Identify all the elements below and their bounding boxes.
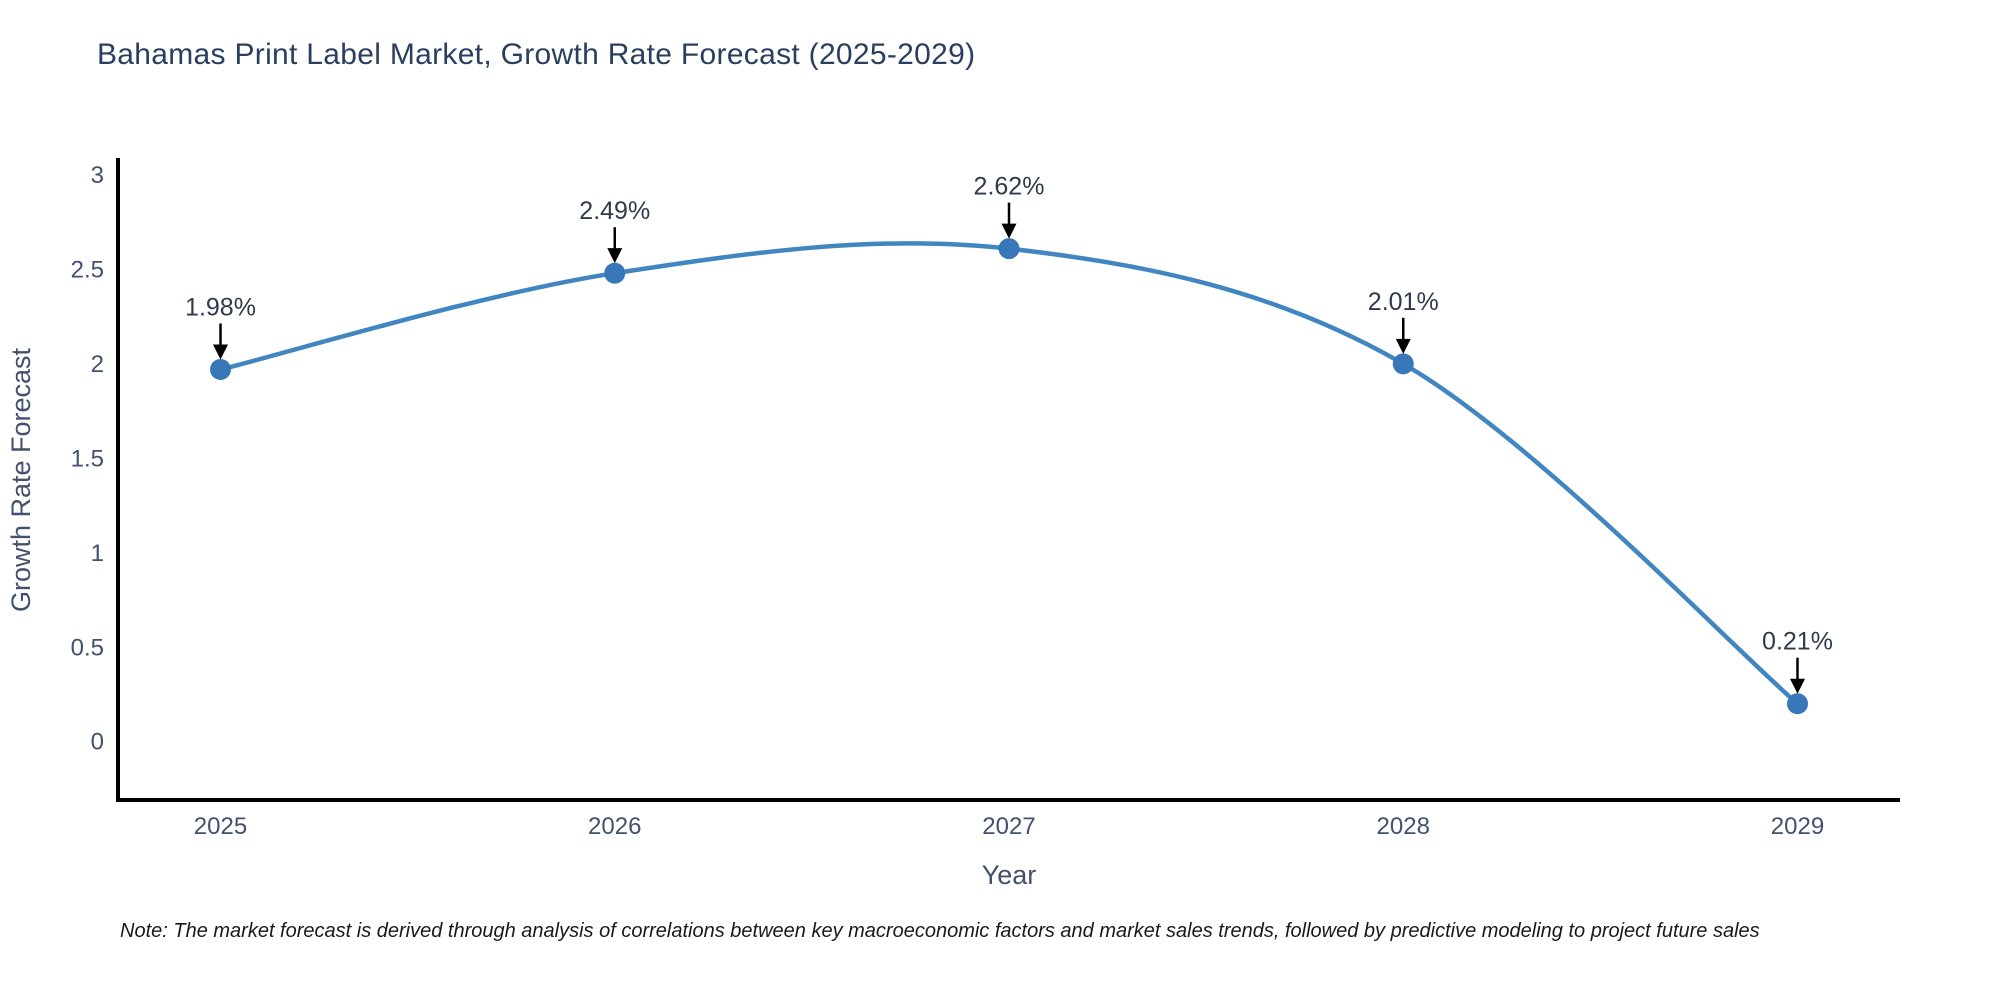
annotation-label: 1.98% (185, 293, 256, 321)
y-tick-label: 3 (91, 162, 104, 189)
annotation-arrowhead (1789, 678, 1805, 694)
footnote: Note: The market forecast is derived thr… (120, 920, 1760, 942)
y-tick-label: 2.5 (71, 257, 104, 284)
annotation-arrowhead (607, 248, 623, 264)
series-layer (210, 238, 1808, 715)
x-axis-title: Year (982, 860, 1037, 890)
annotation-arrowhead (1001, 223, 1017, 239)
annotation-label: 2.49% (579, 197, 650, 225)
annotation-label: 2.62% (974, 173, 1045, 201)
data-point-marker[interactable] (1786, 693, 1808, 715)
x-tick-label: 2026 (588, 813, 641, 840)
x-tick-label: 2028 (1377, 813, 1430, 840)
annotation-label: 0.21% (1762, 628, 1833, 656)
annotation-arrowhead (213, 344, 229, 360)
y-tick-label: 2 (91, 351, 104, 378)
data-point-marker[interactable] (998, 238, 1020, 260)
data-point-marker[interactable] (210, 358, 232, 380)
annotation-arrowhead (1395, 338, 1411, 354)
axis-ticks: 0 0.5 1 1.5 2 2.5 3 2025 2026 2027 2028 2029 (71, 162, 1825, 840)
x-tick-label: 2027 (982, 813, 1035, 840)
x-tick-label: 2029 (1771, 813, 1824, 840)
y-tick-label: 1 (91, 540, 104, 567)
series-line (218, 241, 1800, 706)
annotations-layer: 1.98% 2.49% 2.62% 2.01% 0.21% (185, 173, 1833, 694)
chart-title: Bahamas Print Label Market, Growth Rate … (97, 38, 976, 71)
y-tick-label: 1.5 (71, 445, 104, 472)
data-point-marker[interactable] (1392, 353, 1414, 375)
y-axis-title: Growth Rate Forecast (6, 347, 36, 612)
y-tick-label: 0 (91, 729, 104, 756)
x-tick-label: 2025 (194, 813, 247, 840)
annotation-label: 2.01% (1368, 288, 1439, 316)
data-point-marker[interactable] (604, 262, 626, 284)
y-tick-label: 0.5 (71, 634, 104, 661)
